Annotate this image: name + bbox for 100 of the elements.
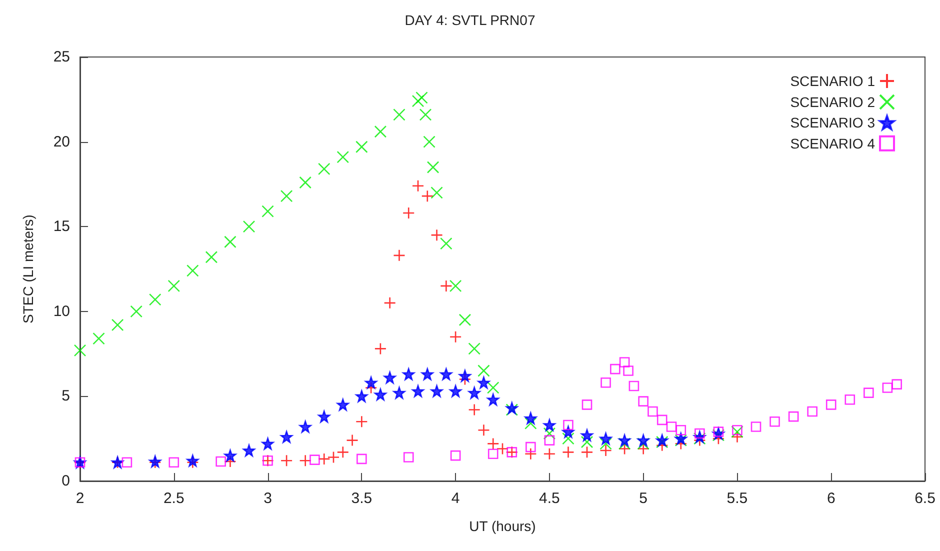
legend-label: SCENARIO 2: [790, 94, 876, 110]
point: [374, 125, 387, 138]
point: [486, 393, 500, 406]
point: [637, 442, 650, 455]
point: [374, 388, 387, 401]
point: [299, 420, 312, 433]
point: [618, 442, 631, 455]
point: [750, 422, 762, 432]
point: [458, 370, 472, 382]
point: [524, 412, 537, 424]
x-tick-label: 5: [639, 490, 648, 507]
point: [468, 404, 480, 416]
point: [423, 136, 436, 148]
point: [449, 384, 462, 398]
point: [412, 94, 424, 108]
point: [440, 280, 452, 292]
point: [468, 386, 480, 399]
point: [543, 418, 556, 432]
point: [336, 446, 350, 458]
point: [327, 451, 340, 464]
point: [299, 176, 312, 189]
x-tick-label: 6.5: [914, 490, 936, 507]
y-tick-label: 20: [53, 133, 70, 150]
point: [468, 342, 480, 355]
legend-label: SCENARIO 1: [790, 73, 876, 89]
point: [656, 414, 668, 426]
point: [600, 444, 612, 457]
point: [421, 190, 434, 202]
point: [364, 376, 378, 389]
point: [384, 296, 396, 310]
y-axis-title: STEC (LI meters): [20, 214, 36, 324]
y-tick-label: 10: [53, 302, 70, 320]
point: [122, 457, 132, 468]
point: [430, 186, 443, 199]
point: [421, 368, 434, 380]
point: [486, 438, 500, 450]
point: [430, 384, 443, 398]
point: [262, 438, 274, 450]
point: [864, 388, 874, 398]
point: [168, 457, 180, 468]
point: [543, 448, 556, 460]
point: [580, 436, 594, 448]
point: [242, 220, 256, 233]
point: [618, 434, 631, 446]
point: [224, 449, 236, 462]
x-tick-label: 3.5: [351, 490, 372, 507]
point: [318, 162, 330, 176]
point: [732, 424, 742, 436]
point: [426, 161, 440, 174]
legend-label: SCENARIO 4: [790, 135, 876, 152]
point: [299, 454, 312, 467]
point: [111, 318, 124, 332]
point: [393, 249, 406, 262]
point: [600, 432, 612, 445]
point: [637, 434, 650, 446]
point: [488, 448, 498, 460]
point: [562, 446, 574, 458]
x-tick-label: 6: [826, 490, 836, 507]
point: [356, 415, 368, 428]
point: [402, 368, 415, 380]
x-tick-label: 2.5: [163, 490, 184, 507]
point: [280, 190, 293, 202]
point: [430, 228, 443, 242]
point: [310, 454, 320, 465]
point: [449, 280, 462, 292]
point: [524, 417, 537, 430]
point: [412, 384, 424, 398]
point: [648, 406, 658, 417]
point: [478, 376, 490, 389]
point: [582, 400, 592, 410]
chart-title: DAY 4: SVTL PRN07: [404, 12, 536, 28]
point: [676, 424, 686, 436]
point: [788, 411, 799, 422]
point: [242, 444, 256, 457]
point: [892, 379, 902, 390]
point: [280, 430, 293, 444]
point: [356, 140, 368, 154]
point: [74, 344, 86, 357]
point: [403, 452, 414, 462]
point: [666, 422, 677, 432]
point: [356, 454, 367, 464]
point: [543, 427, 556, 440]
y-tick-label: 25: [53, 48, 70, 66]
point: [186, 264, 199, 277]
point: [623, 366, 634, 376]
point: [419, 108, 432, 121]
point: [440, 237, 452, 250]
point: [478, 364, 490, 377]
point: [496, 442, 509, 455]
point: [440, 368, 452, 380]
point: [402, 206, 415, 220]
point: [336, 150, 350, 164]
x-axis-title: UT (hours): [469, 518, 536, 534]
point: [393, 386, 406, 399]
x-tick-label: 5.5: [726, 490, 748, 507]
point: [356, 390, 368, 402]
point: [562, 426, 574, 438]
point: [450, 450, 461, 461]
point: [770, 416, 780, 427]
point: [882, 382, 893, 393]
